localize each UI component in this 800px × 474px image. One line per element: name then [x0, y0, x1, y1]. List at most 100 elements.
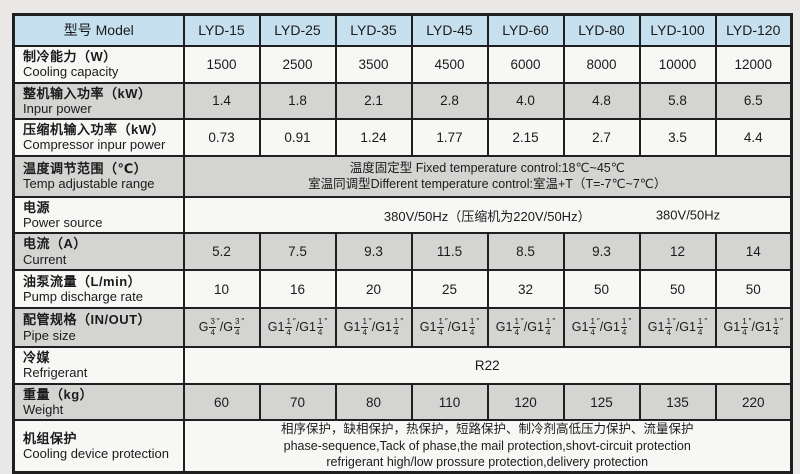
fraction-numerator: 1 — [469, 318, 475, 328]
row-label-pump-discharge-rate: 油泵流量（L/min）Pump discharge rate — [14, 270, 184, 308]
value-weight-lyd-45: 110 — [412, 384, 488, 421]
value-cooling-capacity-lyd-15: 1500 — [184, 46, 260, 83]
inch-mark: ″ — [293, 317, 296, 326]
row-label-en: Weight — [23, 402, 179, 417]
row-label-zh: 冷媒 — [23, 350, 179, 365]
inch-mark: ″ — [552, 317, 555, 326]
fraction-denominator: 4 — [469, 328, 475, 337]
fraction-denominator: 4 — [621, 328, 627, 337]
fraction-numerator: 1 — [741, 318, 747, 328]
inch-mark: ″ — [628, 317, 631, 326]
fraction-numerator: 1 — [773, 318, 779, 328]
row-label-input-power: 整机输入功率（kW）Inpur power — [14, 83, 184, 120]
model-header-lyd-25: LYD-25 — [260, 15, 336, 46]
inch-mark: ″ — [780, 317, 783, 326]
value-pump-discharge-rate-lyd-45: 25 — [412, 270, 488, 308]
fraction-numerator: 1 — [393, 318, 399, 328]
fraction-denominator: 4 — [665, 328, 671, 337]
row-label-zh: 机组保护 — [23, 431, 179, 446]
value-weight-lyd-120: 220 — [716, 384, 792, 421]
inch-mark: ″ — [217, 317, 220, 326]
fraction-denominator: 4 — [234, 328, 240, 337]
row-label-zh: 重量（kg） — [23, 387, 179, 402]
fraction-denominator: 4 — [773, 328, 779, 337]
merged-line: phase-sequence,Tack of phase,the mail pr… — [185, 438, 791, 455]
fraction-numerator: 3 — [209, 318, 215, 328]
merged-line: 温度固定型 Fixed temperature control:18℃~45℃ — [185, 160, 791, 177]
fraction-denominator: 4 — [589, 328, 595, 337]
value-input-power-lyd-60: 4.0 — [488, 83, 564, 120]
inch-mark: ″ — [521, 317, 524, 326]
value-cooling-capacity-lyd-45: 4500 — [412, 46, 488, 83]
fraction-denominator: 4 — [741, 328, 747, 337]
row-label-current: 电流（A）Current — [14, 233, 184, 270]
model-header-lyd-45: LYD-45 — [412, 15, 488, 46]
value-cooling-capacity-lyd-35: 3500 — [336, 46, 412, 83]
fraction-denominator: 4 — [545, 328, 551, 337]
value-compressor-input-power-lyd-120: 4.4 — [716, 119, 792, 156]
row-label-en: Pipe size — [23, 328, 179, 343]
row-label-zh: 压缩机输入功率（kW） — [23, 122, 179, 137]
merged-cell-refrigerant: R22 — [184, 347, 792, 384]
fraction-numerator: 1 — [545, 318, 551, 328]
value-compressor-input-power-lyd-100: 3.5 — [640, 119, 716, 156]
model-header-lyd-35: LYD-35 — [336, 15, 412, 46]
row-label-en: Pump discharge rate — [23, 289, 179, 304]
inch-mark: ″ — [241, 317, 244, 326]
row-label-en: Cooling device protection — [23, 446, 179, 461]
row-label-en: Compressor inpur power — [23, 137, 179, 152]
value-current-lyd-120: 14 — [716, 233, 792, 270]
value-weight-lyd-60: 120 — [488, 384, 564, 421]
row-label-zh: 电流（A） — [23, 236, 179, 251]
value-weight-lyd-25: 70 — [260, 384, 336, 421]
fraction-numerator: 1 — [665, 318, 671, 328]
row-label-en: Current — [23, 252, 179, 267]
fraction-denominator: 4 — [697, 328, 703, 337]
row-label-zh: 电源 — [23, 200, 179, 215]
row-label-pipe-size: 配管规格（IN/OUT）Pipe size — [14, 308, 184, 347]
fraction-numerator: 1 — [361, 318, 367, 328]
row-label-zh: 温度调节范围（℃） — [23, 161, 179, 176]
value-pump-discharge-rate-lyd-80: 50 — [564, 270, 640, 308]
merged-line: R22 — [185, 357, 791, 375]
fraction-denominator: 4 — [513, 328, 519, 337]
value-current-lyd-60: 8.5 — [488, 233, 564, 270]
value-input-power-lyd-25: 1.8 — [260, 83, 336, 120]
row-label-weight: 重量（kg）Weight — [14, 384, 184, 421]
inch-mark: ″ — [369, 317, 372, 326]
value-current-lyd-80: 9.3 — [564, 233, 640, 270]
row-label-zh: 制冷能力（W） — [23, 49, 179, 64]
fraction-denominator: 4 — [285, 328, 291, 337]
model-header-lyd-80: LYD-80 — [564, 15, 640, 46]
value-input-power-lyd-35: 2.1 — [336, 83, 412, 120]
value-cooling-capacity-lyd-80: 8000 — [564, 46, 640, 83]
model-header-lyd-60: LYD-60 — [488, 15, 564, 46]
row-label-temp-adjustable-range: 温度调节范围（℃）Temp adjustable range — [14, 156, 184, 197]
fraction-numerator: 1 — [513, 318, 519, 328]
